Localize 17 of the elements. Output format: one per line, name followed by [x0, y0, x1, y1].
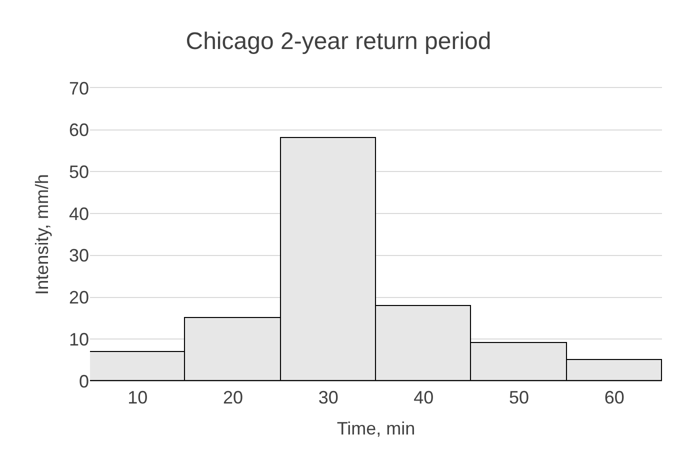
- x-tick-label: 50: [508, 388, 530, 408]
- y-tick-label: 50: [68, 162, 89, 182]
- y-tick-label: 30: [68, 246, 89, 266]
- y-tick-label: 40: [68, 204, 89, 224]
- x-tick-label: 40: [414, 388, 434, 408]
- y-tick-label: 60: [68, 120, 89, 140]
- x-tick-label: 10: [128, 388, 148, 408]
- y-tick-label: 0: [78, 371, 89, 392]
- chart-title: Chicago 2-year return period: [186, 28, 492, 56]
- x-tick-label: 30: [318, 388, 338, 408]
- x-tick-label: 20: [222, 388, 244, 408]
- y-tick-label: 70: [68, 78, 89, 98]
- y-axis-title: Intensity, mm/h: [32, 174, 52, 295]
- x-tick-label: 60: [604, 388, 624, 408]
- x-axis-title: Time, min: [336, 418, 416, 439]
- y-tick-label: 20: [68, 288, 89, 308]
- y-tick-label: 10: [68, 329, 89, 350]
